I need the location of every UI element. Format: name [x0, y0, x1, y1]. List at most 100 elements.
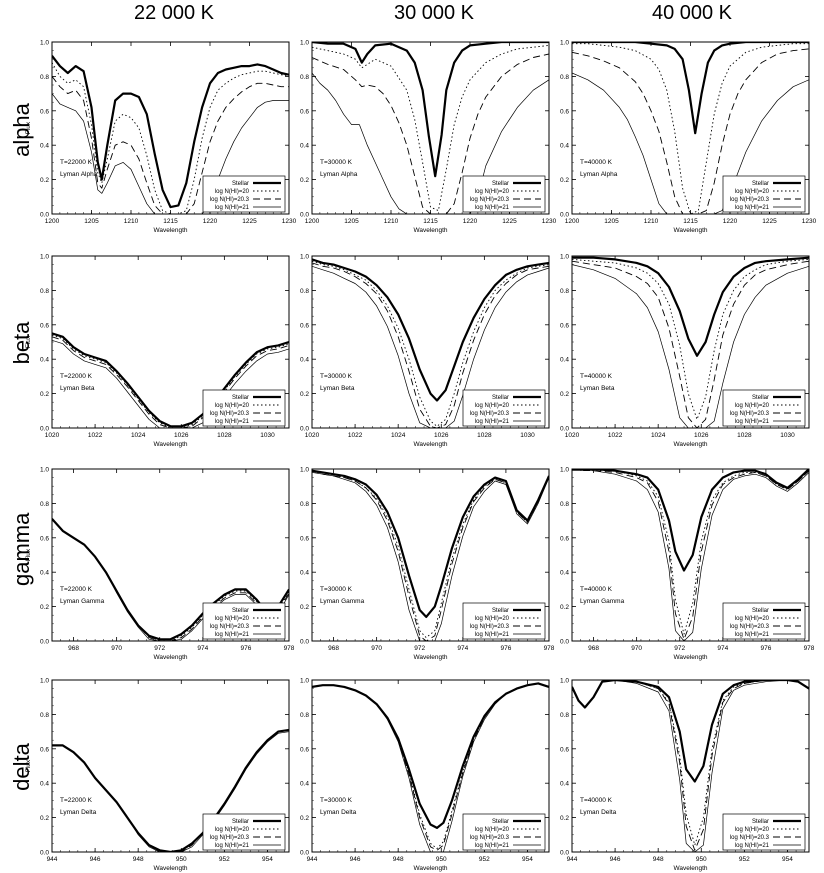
series-line-stellar	[572, 680, 809, 783]
x-tick-label: 1028	[737, 432, 752, 439]
x-tick-label: 1024	[391, 432, 406, 439]
panel-gamma-2: 968 970 972 974 976 978 0.0 0.2 0.4 0.6 0.8 1.0 Wave…	[560, 467, 815, 662]
y-tick-label: 0.6	[300, 322, 309, 329]
legend-label: log N(HI)=20.3	[470, 624, 510, 630]
legend-label: log N(HI)=20.3	[470, 835, 510, 841]
x-axis-label: Wavelength	[413, 865, 447, 872]
panel-beta-0: 1020 1022 1024 1026 1028 1030 0.0 0.2 0.4 0.6 0.8 1…	[25, 254, 290, 448]
temperature-annotation: T=40000 K	[580, 797, 613, 804]
panel-beta-1: 1020 1022 1024 1026 1028 1030 0.0 0.2 0.4 0.6 0.8 1…	[300, 254, 550, 448]
y-tick-label: 1.0	[300, 40, 309, 47]
y-tick-label: 1.0	[560, 40, 569, 47]
series-line-nhi-3	[312, 265, 549, 428]
series-line-nhi-2	[52, 76, 289, 214]
line-annotation: Lyman Delta	[320, 809, 357, 816]
panel-beta-2: 1020 1022 1024 1026 1028 1030 0.0 0.2 0.4 0.6 0.8 1…	[560, 254, 810, 448]
x-axis-label: Wavelength	[673, 227, 707, 234]
x-tick-label: 1020	[45, 432, 60, 439]
legend-label: Stellar	[232, 181, 249, 187]
series-line-nhi-3	[312, 472, 549, 641]
x-tick-label: 974	[717, 645, 728, 652]
legend-label: log N(HI)=20.3	[470, 411, 510, 417]
x-tick-label: 978	[544, 645, 555, 652]
x-axis-label: Wavelength	[413, 654, 447, 661]
y-tick-label: 0.8	[300, 712, 309, 719]
line-annotation: Lyman Gamma	[320, 598, 365, 605]
x-tick-label: 1220	[463, 218, 478, 225]
y-tick-label: 0.0	[40, 426, 49, 433]
x-tick-label: 1030	[260, 432, 275, 439]
x-tick-label: 954	[262, 856, 273, 863]
x-tick-label: 1225	[502, 218, 517, 225]
legend-label: log N(HI)=20	[735, 616, 770, 622]
y-tick-label: 0.8	[560, 74, 569, 81]
x-tick-label: 1024	[651, 432, 666, 439]
legend-label: log N(HI)=20	[735, 189, 770, 195]
legend-label: log N(HI)=21	[215, 632, 250, 638]
temperature-annotation: T=40000 K	[580, 586, 613, 593]
legend-label: log N(HI)=21	[475, 843, 510, 849]
series-line-stellar	[312, 682, 549, 829]
x-tick-label: 1220	[723, 218, 738, 225]
x-tick-label: 950	[436, 856, 447, 863]
series-line-nhi-2	[52, 518, 289, 641]
y-axis-label: Flux	[25, 548, 32, 561]
y-tick-label: 0.4	[560, 357, 569, 364]
y-tick-label: 0.8	[40, 288, 49, 295]
y-tick-label: 0.0	[560, 850, 569, 857]
y-tick-label: 0.8	[560, 288, 569, 295]
y-tick-label: 0.6	[300, 535, 309, 542]
x-tick-label: 952	[739, 856, 750, 863]
x-tick-label: 972	[674, 645, 685, 652]
series-line-stellar	[52, 55, 289, 209]
x-tick-label: 1020	[305, 432, 320, 439]
series-line-nhi-3	[52, 339, 289, 428]
temperature-annotation: T=22000 K	[60, 373, 93, 380]
y-tick-label: 0.2	[40, 815, 49, 822]
series-line-nhi-2	[312, 262, 549, 428]
legend-label: log N(HI)=20	[215, 403, 250, 409]
legend-label: log N(HI)=20.3	[730, 411, 770, 417]
x-tick-label: 950	[176, 856, 187, 863]
series-line-nhi-3	[52, 731, 289, 852]
temperature-annotation: T=30000 K	[320, 586, 353, 593]
line-annotation: Lyman Alpha	[320, 171, 358, 178]
series-line-nhi-2	[572, 260, 809, 428]
x-axis-label: Wavelength	[153, 865, 187, 872]
x-axis-label: Wavelength	[153, 441, 187, 448]
y-tick-label: 0.0	[560, 426, 569, 433]
y-tick-label: 0.4	[560, 143, 569, 150]
x-tick-label: 946	[350, 856, 361, 863]
legend-label: log N(HI)=21	[215, 419, 250, 425]
panel-gamma-1: 968 970 972 974 976 978 0.0 0.2 0.4 0.6 0.8 1.0 Wave…	[300, 467, 555, 662]
y-tick-label: 0.6	[40, 746, 49, 753]
y-tick-label: 0.0	[300, 639, 309, 646]
legend-label: log N(HI)=20	[735, 827, 770, 833]
x-tick-label: 946	[90, 856, 101, 863]
legend-label: log N(HI)=20	[215, 189, 250, 195]
y-tick-label: 0.8	[560, 501, 569, 508]
line-annotation: Lyman Beta	[580, 385, 615, 392]
x-tick-label: 1225	[242, 218, 257, 225]
legend-label: Stellar	[752, 819, 769, 825]
x-tick-label: 1215	[423, 218, 438, 225]
x-tick-label: 968	[328, 645, 339, 652]
x-tick-label: 1210	[124, 218, 139, 225]
y-tick-label: 0.2	[300, 604, 309, 611]
series-line-stellar	[572, 42, 809, 135]
line-annotation: Lyman Delta	[580, 809, 617, 816]
legend-label: log N(HI)=20.3	[730, 197, 770, 203]
x-tick-label: 946	[610, 856, 621, 863]
x-tick-label: 954	[782, 856, 793, 863]
series-line-nhi-3	[312, 683, 549, 852]
series-line-nhi-3	[52, 518, 289, 641]
y-tick-label: 0.0	[40, 639, 49, 646]
y-tick-label: 0.4	[40, 143, 49, 150]
x-tick-label: 1230	[282, 218, 297, 225]
series-line-nhi-3	[52, 93, 289, 214]
legend-label: Stellar	[232, 819, 249, 825]
y-tick-label: 0.0	[560, 212, 569, 219]
legend-label: Stellar	[752, 181, 769, 187]
y-tick-label: 0.2	[40, 177, 49, 184]
legend-label: log N(HI)=20	[475, 827, 510, 833]
